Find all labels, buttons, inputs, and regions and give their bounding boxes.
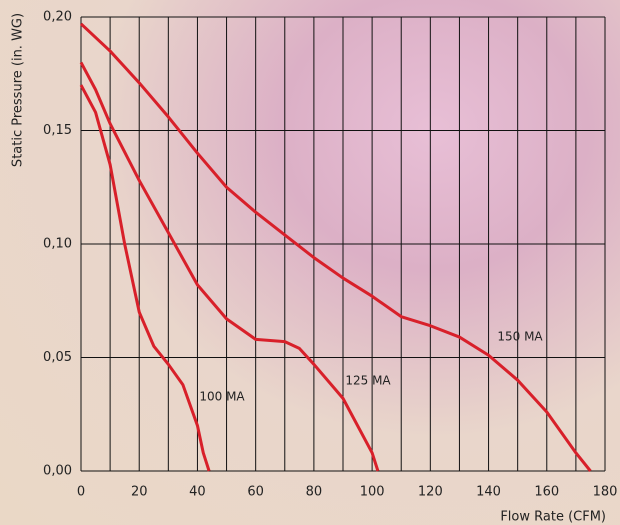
x-tick-label: 140 — [476, 485, 501, 500]
y-tick-label: 0,10 — [43, 237, 72, 252]
fan-curve — [79, 22, 592, 472]
fan-curve — [79, 84, 211, 472]
fan-curve — [79, 61, 380, 472]
x-tick-label: 0 — [77, 485, 85, 500]
x-tick-label: 40 — [189, 485, 206, 500]
x-tick-label: 60 — [247, 485, 264, 500]
curve-label: 125 MA — [345, 374, 391, 388]
x-tick-label: 120 — [418, 485, 443, 500]
x-axis-label: Flow Rate (CFM) — [500, 510, 606, 525]
y-tick-label: 0,00 — [43, 464, 72, 479]
y-tick-label: 0,20 — [43, 10, 72, 25]
curve-label: 100 MA — [199, 390, 245, 404]
y-tick-label: 0,05 — [43, 350, 72, 365]
curve-label: 150 MA — [497, 330, 543, 344]
x-tick-label: 80 — [306, 485, 323, 500]
x-tick-label: 180 — [593, 485, 618, 500]
x-tick-label: 20 — [131, 485, 148, 500]
y-tick-label: 0,15 — [43, 123, 72, 138]
x-tick-label: 160 — [534, 485, 559, 500]
y-axis-label: Static Pressure (in. WG) — [11, 13, 26, 167]
x-tick-label: 100 — [360, 485, 385, 500]
